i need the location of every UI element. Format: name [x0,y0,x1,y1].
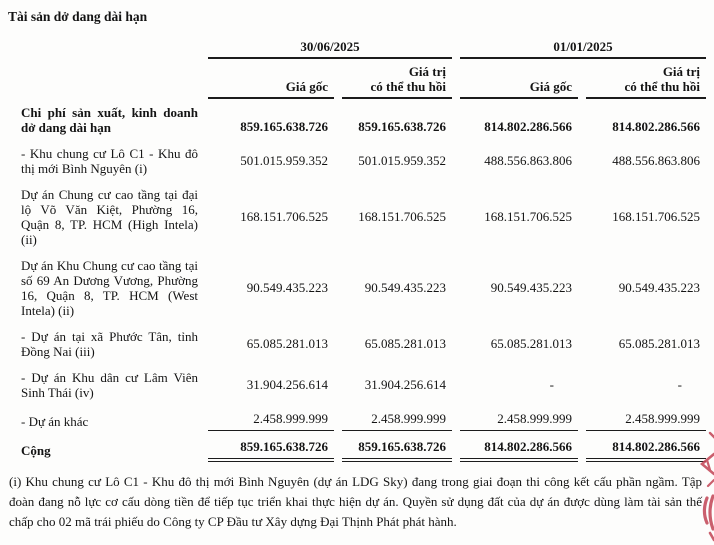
row-value: 2.458.999.999 [586,411,706,431]
row-value: 859.165.638.726 [342,439,452,462]
row-label: - Dự án Khu dân cư Lâm Viên Sinh Thái (i… [21,370,198,400]
row-value: 168.151.706.525 [612,209,700,224]
row-value: 31.904.256.614 [246,377,328,392]
row-value: 90.549.435.223 [618,280,700,295]
row-value: 168.151.706.525 [484,209,572,224]
table-row: - Khu chung cư Lô C1 - Khu đô thị mới Bì… [8,140,706,181]
row-value: 65.085.281.013 [246,336,328,351]
assets-table: 30/06/2025 01/01/2025 Giá gốc Giá trị có… [8,39,706,462]
subheader-recoverable-value: Giá trị có thể thu hồi [342,59,452,99]
row-value: 65.085.281.013 [618,336,700,351]
row-value: 814.802.286.566 [484,119,572,134]
row-value: 31.904.256.614 [364,377,446,392]
empty-header-cell [8,39,200,59]
row-value: 488.556.863.806 [484,153,572,168]
row-label: - Dự án khác [21,413,89,429]
row-value: 90.549.435.223 [490,280,572,295]
row-label: Dự án Chung cư cao tầng tại đại lộ Võ Vă… [21,187,198,247]
row-value: 2.458.999.999 [342,411,452,431]
row-value: - [677,377,682,392]
row-value: 65.085.281.013 [364,336,446,351]
footnote: (i) Khu chung cư Lô C1 - Khu đô thị mới … [9,474,702,529]
row-value: 90.549.435.223 [246,280,328,295]
row-label: Chi phí sản xuất, kinh doanh dở dang dài… [21,105,198,135]
row-value: 814.802.286.566 [612,119,700,134]
row-value: 488.556.863.806 [612,153,700,168]
table-row: - Dự án Khu dân cư Lâm Viên Sinh Thái (i… [8,364,706,405]
table-row: - Dự án tại xã Phước Tân, tỉnh Đồng Nai … [8,323,706,364]
period-header-opening: 01/01/2025 [460,39,706,59]
row-value: 168.151.706.525 [358,209,446,224]
row-value: 859.165.638.726 [208,439,334,462]
row-label: Dự án Khu Chung cư cao tầng tại số 69 An… [21,258,198,318]
row-value: 814.802.286.566 [586,439,706,462]
row-label: - Dự án tại xã Phước Tân, tỉnh Đồng Nai … [21,329,198,359]
row-label: - Khu chung cư Lô C1 - Khu đô thị mới Bì… [21,146,198,176]
row-value: 859.165.638.726 [358,119,446,134]
subheader-recoverable-value: Giá trị có thể thu hồi [586,59,706,99]
table-row: - Dự án khác 2.458.999.999 2.458.999.999 2.… [8,405,706,434]
row-value: 501.015.959.352 [240,153,328,168]
row-value: - [549,377,554,392]
period-header-current: 30/06/2025 [208,39,452,59]
table-row: Chi phí sản xuất, kinh doanh dở dang dài… [8,99,706,140]
table-period-header-row: 30/06/2025 01/01/2025 [8,39,706,59]
row-value: 859.165.638.726 [240,119,328,134]
row-value: 501.015.959.352 [358,153,446,168]
row-value: 814.802.286.566 [460,439,578,462]
row-value: 2.458.999.999 [208,411,334,431]
row-value: 90.549.435.223 [364,280,446,295]
section-title: Tài sản dở dang dài hạn [8,9,148,24]
subheader-cost: Giá gốc [460,74,578,99]
row-label: Cộng [21,443,51,458]
row-value: 65.085.281.013 [490,336,572,351]
table-row: Dự án Khu Chung cư cao tầng tại số 69 An… [8,252,706,323]
row-value: 168.151.706.525 [240,209,328,224]
table-subheader-row: Giá gốc Giá trị có thể thu hồi Giá gốc G… [8,59,706,99]
table-row: Dự án Chung cư cao tầng tại đại lộ Võ Vă… [8,181,706,252]
subheader-cost: Giá gốc [208,74,334,99]
row-value: 2.458.999.999 [460,411,578,431]
table-row: Cộng 859.165.638.726 859.165.638.726 814.80… [8,434,706,462]
red-stamp-fragment [699,431,714,542]
table-body: Chi phí sản xuất, kinh doanh dở dang dài… [8,99,706,462]
